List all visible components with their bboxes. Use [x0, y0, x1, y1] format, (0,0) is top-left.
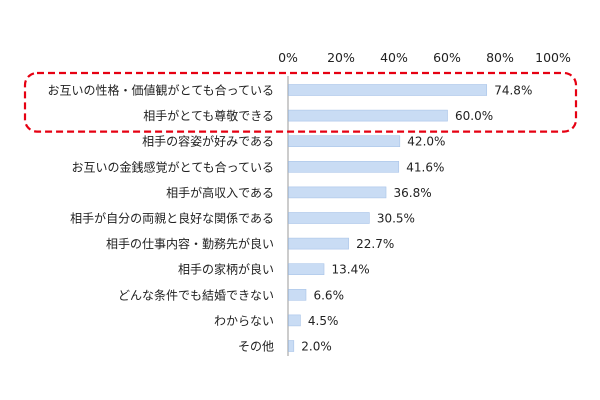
value-label: 2.0% [301, 340, 332, 354]
bar [288, 161, 400, 173]
category-label: お互いの金銭感覚がとても合っている [72, 159, 274, 174]
value-label: 6.6% [313, 288, 344, 302]
category-label: 相手の仕事内容・勤務先が良い [106, 236, 274, 251]
value-label: 42.0% [407, 135, 445, 149]
category-labels: お互いの性格・価値観がとても合っている相手がとても尊敬できる相手の容姿が好みであ… [48, 83, 274, 354]
bar [288, 212, 370, 224]
x-tick-label: 0% [278, 50, 298, 65]
bar [288, 135, 401, 147]
bars [288, 84, 488, 352]
value-label: 22.7% [356, 237, 394, 251]
value-labels: 74.8%60.0% 42.0% 41.6% 36.8% 30.5% 22.7% 13.4%… [301, 84, 532, 354]
category-label: 相手の容姿が好みである [142, 134, 274, 149]
category-label: 相手がとても尊敬できる [143, 108, 274, 123]
bar [288, 109, 448, 122]
bar [288, 314, 301, 327]
x-axis-tick-labels: 0% 20% 40% 60% 80% 100% [278, 50, 571, 65]
value-label: 60.0% [455, 109, 493, 123]
bar [288, 340, 295, 352]
bar [288, 288, 307, 301]
x-tick-label: 40% [380, 50, 408, 65]
x-tick-label: 60% [433, 50, 461, 65]
x-tick-label: 20% [327, 50, 355, 65]
bar [288, 186, 387, 199]
category-label: 相手が高収入である [166, 185, 274, 200]
category-label: その他 [238, 340, 274, 354]
value-label: 74.8% [494, 84, 532, 98]
bar [288, 237, 349, 250]
bar [288, 84, 488, 96]
category-label: どんな条件でも結婚できない [118, 288, 274, 302]
bar [288, 263, 325, 276]
x-tick-label: 80% [486, 50, 514, 65]
highlight-box [23, 71, 578, 133]
value-label: 41.6% [406, 160, 444, 174]
category-label: お互いの性格・価値観がとても合っている [48, 83, 274, 98]
value-label: 36.8% [394, 186, 432, 200]
category-label: 相手の家柄が良い [178, 262, 274, 277]
category-label: 相手が自分の両親と良好な関係である [70, 211, 274, 226]
value-label: 30.5% [377, 212, 415, 226]
value-label: 4.5% [308, 314, 339, 328]
x-tick-label: 100% [535, 50, 571, 65]
category-label: わからない [214, 314, 274, 328]
value-label: 13.4% [332, 263, 370, 277]
